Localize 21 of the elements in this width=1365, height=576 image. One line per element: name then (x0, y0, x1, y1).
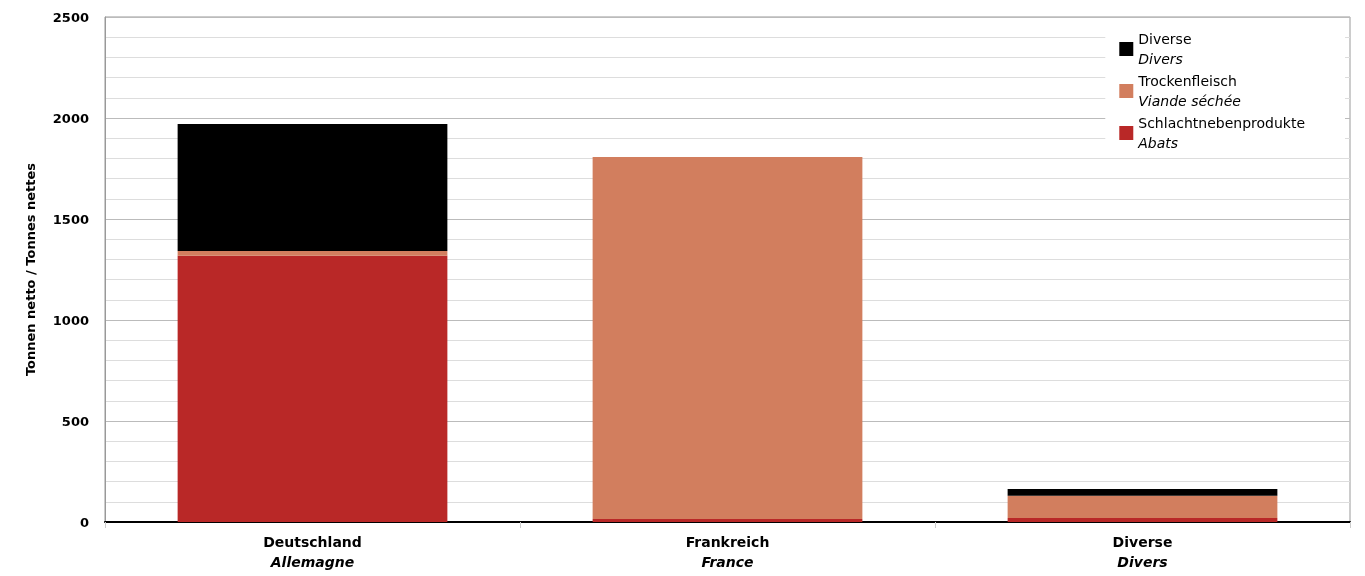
bar (177, 124, 448, 252)
x-tick-label: Deutschland Allemagne (263, 534, 362, 570)
x-tick-label: Frankreich France (685, 534, 770, 570)
x-tick-label: Diverse Divers (1112, 534, 1173, 570)
y-tick-label: 0 (79, 514, 89, 530)
legend-label: Trockenfleisch Viande séchée (1137, 73, 1241, 109)
y-tick-label: 2500 (52, 9, 89, 25)
y-tick-label: 1500 (52, 211, 89, 227)
y-tick-label: 500 (61, 413, 89, 429)
bar (177, 251, 448, 256)
y-tick-label: 2000 (52, 110, 89, 126)
bar (1007, 517, 1278, 522)
bar (1007, 495, 1278, 518)
bar (592, 156, 863, 519)
y-tick-label: 1000 (52, 312, 89, 328)
legend-label: Diverse Divers (1138, 31, 1192, 67)
bar (177, 255, 448, 522)
bar (592, 518, 863, 522)
bar (1007, 489, 1278, 496)
legend-label: Schlachtnebenprodukte Abats (1137, 115, 1305, 151)
y-axis-title: Tonnen netto / Tonnes nettes (23, 162, 38, 377)
